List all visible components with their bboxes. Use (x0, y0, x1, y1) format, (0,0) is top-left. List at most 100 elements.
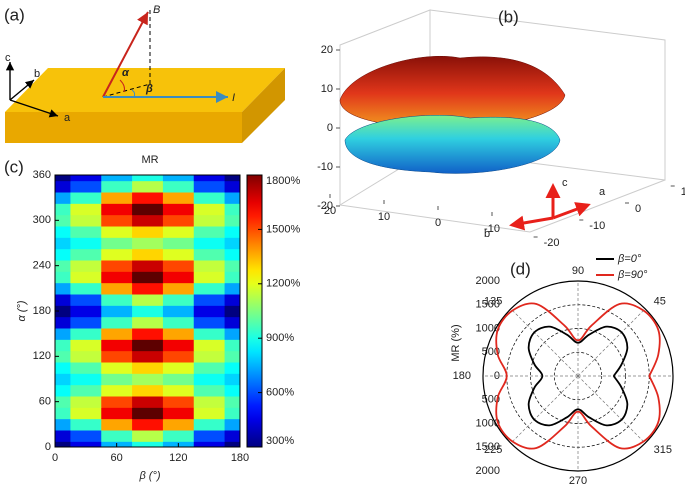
heat-cell (224, 339, 240, 352)
heat-cell (162, 175, 195, 182)
heat-cell (70, 362, 102, 374)
heat-cell (101, 271, 133, 284)
grid-spoke (510, 375, 579, 444)
heat-cell (193, 418, 226, 431)
heat-cell (70, 339, 102, 352)
heat-cell (224, 430, 240, 442)
colorbar-label: 900% (266, 332, 294, 344)
heat-cell (132, 373, 164, 386)
heat-cell (224, 305, 240, 318)
heat-cell (162, 260, 195, 272)
x-tick-label: 20 (324, 205, 336, 217)
heat-cell (55, 418, 71, 431)
heat-cell (101, 294, 133, 306)
heat-cell (162, 430, 195, 442)
x-tick-label: 60 (111, 452, 123, 464)
theta-tick-label: 135 (484, 296, 502, 308)
y-axis-label: α (°) (16, 300, 28, 321)
heat-cell (70, 237, 102, 250)
heat-cell (224, 418, 240, 431)
y-tick-label: -20 (544, 237, 560, 249)
y-tick-label: 180 (33, 305, 51, 317)
heat-cell (224, 294, 240, 306)
heat-cell (193, 316, 226, 329)
heat-cell (162, 180, 195, 193)
heat-cell (70, 441, 102, 447)
theta-tick-label: 225 (484, 444, 502, 456)
heat-cell (193, 282, 226, 295)
heat-cell (132, 396, 164, 408)
heat-cell (55, 192, 71, 204)
heat-cell (55, 328, 71, 340)
heat-cell (193, 248, 226, 261)
heat-cell (101, 339, 133, 352)
heat-cell (55, 350, 71, 363)
colorbar-label: 1500% (266, 223, 300, 235)
heat-cell (162, 328, 195, 340)
y-tick-label: 10 (681, 186, 685, 198)
theta-tick-label: 45 (654, 296, 666, 308)
heat-cell (162, 384, 195, 397)
heat-cell (55, 282, 71, 295)
heat-cell (101, 407, 133, 420)
heat-cell (193, 271, 226, 284)
heat-cell (70, 294, 102, 306)
x-tick-label: 180 (231, 452, 249, 464)
z-tick-label: 10 (321, 83, 333, 95)
heat-cell (224, 271, 240, 284)
legend-label: β=90° (617, 269, 648, 281)
heat-cell (132, 362, 164, 374)
heat-cell (70, 407, 102, 420)
slab-side (242, 68, 285, 143)
r-tick-label: 1500 (476, 299, 500, 311)
y-tick-label: 120 (33, 350, 51, 362)
heat-cell (132, 316, 164, 329)
z-tick-label: 20 (321, 44, 333, 56)
heat-cell (55, 180, 71, 193)
series-line (495, 302, 661, 450)
box-edge (339, 204, 531, 233)
heat-cell (101, 418, 133, 431)
heat-cell (193, 373, 226, 386)
colorbar-label: 600% (266, 387, 294, 399)
heat-cell (193, 362, 226, 374)
heat-cell (193, 180, 226, 193)
heat-cell (224, 373, 240, 386)
heat-cell (55, 260, 71, 272)
axis-arrow (509, 215, 554, 231)
heat-cell (162, 362, 195, 374)
slab-front (5, 112, 242, 143)
field-label: B (153, 4, 160, 16)
heat-cell (70, 350, 102, 363)
alpha-label: α (122, 67, 130, 79)
heat-cell (70, 384, 102, 397)
heat-cell (55, 430, 71, 442)
heat-cell (224, 328, 240, 340)
r-tick-label: 2000 (476, 465, 500, 477)
heat-cell (101, 237, 133, 250)
surface-lower (344, 115, 561, 174)
grid-circle (553, 351, 603, 401)
heat-cell (55, 384, 71, 397)
heat-cell (55, 339, 71, 352)
heat-cell (132, 339, 164, 352)
heat-cell (55, 305, 71, 318)
heat-cell (132, 248, 164, 261)
heat-cell (193, 294, 226, 306)
heat-cell (162, 350, 195, 363)
heat-cell (132, 180, 164, 193)
grid-spoke (577, 308, 646, 377)
x-tick-label: 120 (169, 452, 187, 464)
theta-tick-label: 315 (654, 444, 672, 456)
heat-cell (132, 305, 164, 318)
heat-cell (224, 396, 240, 408)
heat-cell (224, 282, 240, 295)
heat-cell (55, 294, 71, 306)
heat-cell (162, 214, 195, 227)
heat-cell (132, 282, 164, 295)
y-axis-label: MR (%) (450, 324, 462, 361)
colorbar-label: 1200% (266, 278, 300, 290)
heat-cell (224, 248, 240, 261)
heat-cell (55, 237, 71, 250)
heat-cell (224, 362, 240, 374)
